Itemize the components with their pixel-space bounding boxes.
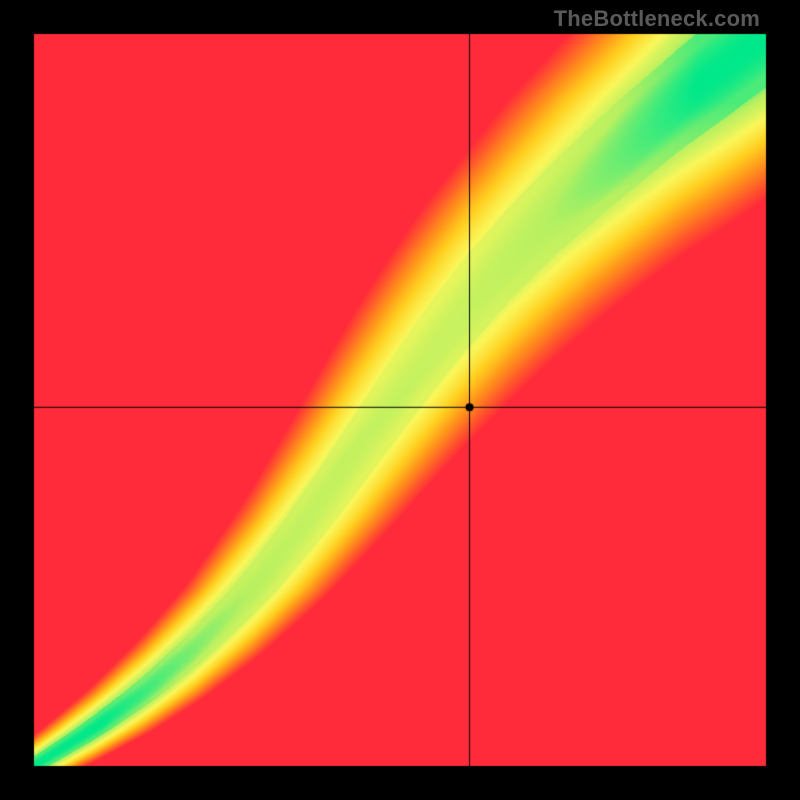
bottleneck-heatmap-canvas [0, 0, 800, 800]
watermark-text: TheBottleneck.com [554, 6, 760, 32]
chart-container: TheBottleneck.com [0, 0, 800, 800]
